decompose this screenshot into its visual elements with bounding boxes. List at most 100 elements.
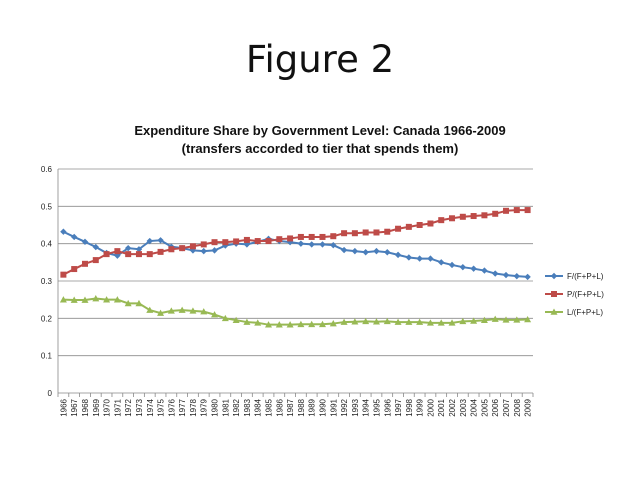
- x-tick-label: 1997: [394, 398, 403, 416]
- data-point: [513, 207, 520, 214]
- data-point: [135, 251, 142, 258]
- data-point: [502, 316, 510, 323]
- data-point: [416, 222, 423, 228]
- data-point: [287, 235, 294, 242]
- data-point: [524, 315, 532, 323]
- x-tick-label: 1971: [113, 398, 122, 416]
- x-tick-label: 1972: [124, 398, 133, 416]
- data-point: [513, 316, 521, 323]
- data-point: [319, 241, 326, 248]
- x-tick-label: 1977: [178, 398, 187, 416]
- x-tick-label: 1976: [167, 398, 176, 416]
- x-tick-label: 1988: [297, 398, 306, 416]
- x-tick-label: 1981: [221, 398, 230, 416]
- data-point: [275, 321, 283, 328]
- data-point: [481, 212, 488, 219]
- data-point: [459, 213, 466, 220]
- data-point: [222, 239, 229, 246]
- data-point: [243, 236, 250, 243]
- data-point: [178, 306, 186, 313]
- x-tick-label: 1978: [189, 398, 198, 416]
- x-tick-label: 1986: [275, 398, 284, 416]
- data-point: [265, 321, 273, 328]
- data-point: [513, 272, 521, 280]
- y-tick-label: 0.1: [41, 352, 53, 361]
- data-point: [92, 295, 100, 302]
- data-point: [114, 248, 121, 255]
- data-point: [113, 296, 121, 303]
- data-point: [92, 243, 99, 251]
- x-tick-label: 1982: [232, 398, 241, 416]
- x-tick-label: 1970: [103, 398, 112, 416]
- data-point: [200, 247, 207, 255]
- data-point: [437, 319, 445, 326]
- data-point: [103, 296, 111, 303]
- x-tick-label: 1990: [318, 398, 327, 416]
- x-tick-label: 1992: [340, 398, 349, 416]
- data-point: [135, 246, 143, 253]
- data-point: [297, 233, 304, 240]
- data-point: [470, 317, 478, 324]
- data-point: [480, 316, 488, 323]
- data-point: [157, 237, 164, 244]
- data-point: [254, 319, 262, 326]
- data-point: [362, 249, 369, 256]
- y-tick-label: 0.5: [41, 202, 53, 211]
- data-point: [211, 239, 218, 246]
- data-point: [394, 251, 402, 259]
- x-tick-label: 1967: [70, 398, 79, 416]
- data-point: [524, 207, 531, 214]
- x-tick-label: 2006: [491, 398, 500, 416]
- data-point: [135, 299, 143, 307]
- data-point: [179, 245, 186, 252]
- data-point: [362, 317, 370, 325]
- data-point: [232, 316, 240, 323]
- data-point: [351, 230, 358, 237]
- data-point: [297, 240, 305, 247]
- data-point: [524, 273, 531, 281]
- data-point: [124, 244, 132, 252]
- data-point: [492, 270, 499, 277]
- data-point: [146, 251, 153, 258]
- data-point: [438, 259, 445, 266]
- x-tick-label: 1989: [308, 398, 317, 416]
- x-tick-label: 1975: [157, 398, 166, 416]
- chart-title-block: Expenditure Share by Government Level: C…: [90, 122, 550, 158]
- data-point: [276, 236, 283, 243]
- data-point: [427, 255, 434, 262]
- x-tick-label: 2009: [524, 398, 533, 416]
- data-point: [449, 215, 456, 222]
- data-point: [211, 311, 219, 318]
- data-point: [502, 271, 510, 279]
- data-point: [329, 320, 337, 327]
- data-point: [395, 225, 402, 232]
- data-point: [330, 241, 337, 249]
- x-tick-label: 1979: [200, 398, 209, 416]
- y-tick-label: 0.4: [41, 240, 53, 249]
- data-point: [405, 318, 413, 325]
- data-point: [167, 307, 175, 314]
- data-point: [427, 220, 434, 227]
- data-point: [319, 233, 326, 240]
- data-point: [459, 263, 467, 271]
- y-tick-label: 0: [48, 389, 53, 398]
- data-point: [189, 307, 197, 314]
- x-tick-label: 1991: [329, 398, 338, 416]
- data-point: [373, 247, 380, 255]
- x-tick-label: 2007: [502, 398, 511, 416]
- data-point: [491, 315, 499, 322]
- x-tick-label: 1983: [243, 398, 252, 416]
- data-point: [221, 314, 229, 322]
- x-tick-label: 1974: [146, 398, 155, 416]
- data-point: [157, 309, 165, 316]
- x-tick-label: 1969: [92, 398, 101, 416]
- data-point: [168, 246, 175, 253]
- x-tick-label: 2001: [437, 398, 446, 416]
- data-point: [254, 238, 261, 245]
- legend-marker: [551, 291, 557, 297]
- y-tick-label: 0.2: [41, 314, 53, 323]
- x-tick-label: 1993: [351, 398, 360, 416]
- data-point: [394, 318, 402, 325]
- chart-subtitle: (transfers accorded to tier that spends …: [181, 141, 459, 156]
- data-point: [71, 266, 78, 273]
